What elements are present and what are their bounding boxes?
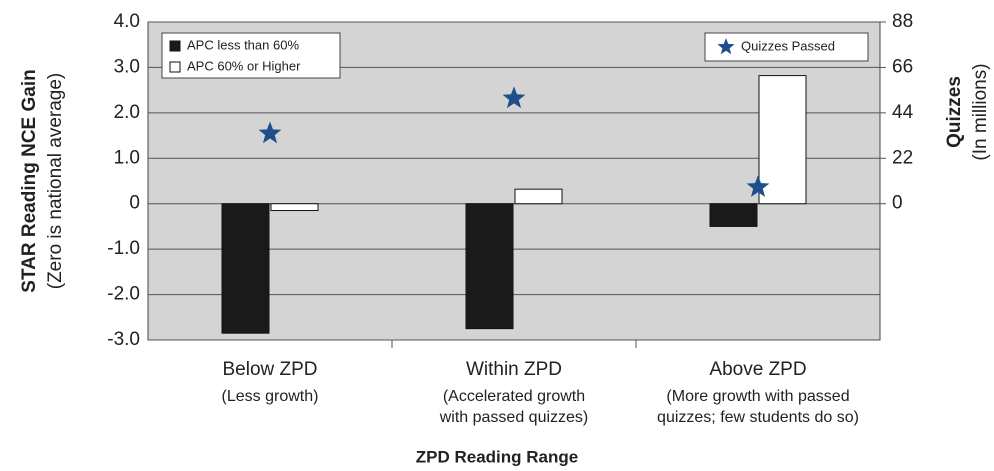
- legend-star: [717, 38, 735, 55]
- x-tick-note: (Less growth): [222, 388, 319, 405]
- legend-box: [704, 32, 869, 62]
- bar: [514, 188, 563, 205]
- legend-label: APC less than 60%: [187, 37, 299, 52]
- y2-tick-label: 66: [892, 56, 913, 77]
- x-tick-note: (More growth with passed: [666, 388, 849, 405]
- y2-tick-label: 22: [892, 147, 913, 168]
- x-tick-note: quizzes; few students do so): [657, 409, 859, 426]
- legend-label: APC 60% or Higher: [187, 58, 301, 73]
- y2-tick-label: 44: [892, 102, 914, 123]
- x-axis-title: ZPD Reading Range: [416, 447, 578, 466]
- y-tick-label: 4.0: [114, 11, 140, 32]
- x-tick-note: with passed quizzes): [439, 409, 589, 426]
- x-tick-label: Above ZPD: [709, 359, 806, 380]
- legend-swatch: [169, 61, 181, 73]
- x-tick-note: (Accelerated growth: [443, 388, 585, 405]
- y-tick-label: -1.0: [107, 238, 140, 259]
- y2-axis-title: Quizzes: [944, 76, 965, 148]
- star-marker: [258, 121, 282, 144]
- y-axis-title: STAR Reading NCE Gain: [19, 69, 40, 292]
- x-tick-label: Below ZPD: [222, 359, 317, 380]
- bar: [758, 75, 807, 205]
- star-marker: [502, 86, 526, 109]
- y-tick-label: 1.0: [114, 147, 140, 168]
- bar: [270, 203, 319, 212]
- y-tick-label: -3.0: [107, 329, 140, 350]
- y2-axis-note: (In millions): [970, 63, 991, 160]
- x-tick-label: Within ZPD: [466, 359, 562, 380]
- y-tick-label: 2.0: [114, 102, 140, 123]
- bar: [465, 203, 514, 330]
- bar: [709, 203, 758, 227]
- y-tick-label: -2.0: [107, 284, 140, 305]
- bar: [221, 203, 270, 334]
- legend-box: [161, 32, 341, 79]
- y-tick-label: 0: [129, 193, 140, 214]
- y2-tick-label: 88: [892, 11, 913, 32]
- legend-swatch: [169, 40, 181, 52]
- y2-tick-label: 0: [892, 193, 903, 214]
- y-axis-note: (Zero is national average): [45, 73, 66, 290]
- star-marker: [746, 175, 770, 197]
- legend-label: Quizzes Passed: [741, 38, 835, 53]
- y-tick-label: 3.0: [114, 56, 140, 77]
